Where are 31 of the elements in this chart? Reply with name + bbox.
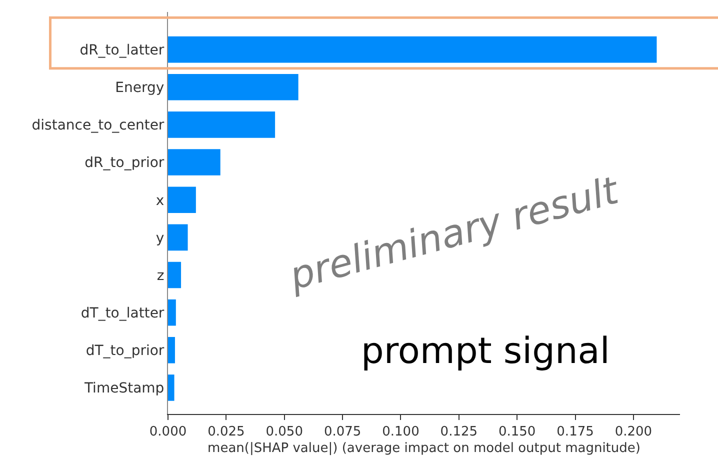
bar [168,149,220,176]
x-tick-label: 0.100 [382,424,420,440]
x-tick-label: 0.125 [440,424,478,440]
y-tick-label: TimeStamp [83,380,164,397]
y-tick-label: Energy [115,80,164,96]
y-tick-label: distance_to_center [32,118,164,134]
x-tick-label: 0.075 [324,424,362,440]
bar [168,374,174,401]
y-tick-label: dR_to_latter [80,42,164,58]
y-tick-label: x [156,192,164,209]
x-tick-label: 0.150 [498,424,536,440]
y-tick-label: z [156,268,164,284]
x-tick-label: 0.025 [208,424,245,440]
x-axis-title: mean(|SHAP value|) (average impact on model output magnitude) [208,441,640,456]
bar [168,112,276,138]
bar [168,299,176,326]
x-tick-label: 0.050 [266,424,303,440]
y-tick-label: y [156,230,164,246]
x-tick-label: 0.200 [614,424,652,440]
y-tick-label: dT_to_prior [86,343,164,360]
bar [168,186,196,213]
bar [168,224,188,251]
x-tick-label: 0.175 [556,424,594,440]
bar [168,262,182,288]
bar [168,74,298,100]
bar [168,336,175,364]
y-tick-label: dR_to_prior [84,155,164,172]
y-tick-label: dT_to_latter [80,305,164,322]
x-tick-label: 0.000 [149,424,187,440]
bar [168,36,657,63]
annotation: prompt signal [361,331,610,372]
